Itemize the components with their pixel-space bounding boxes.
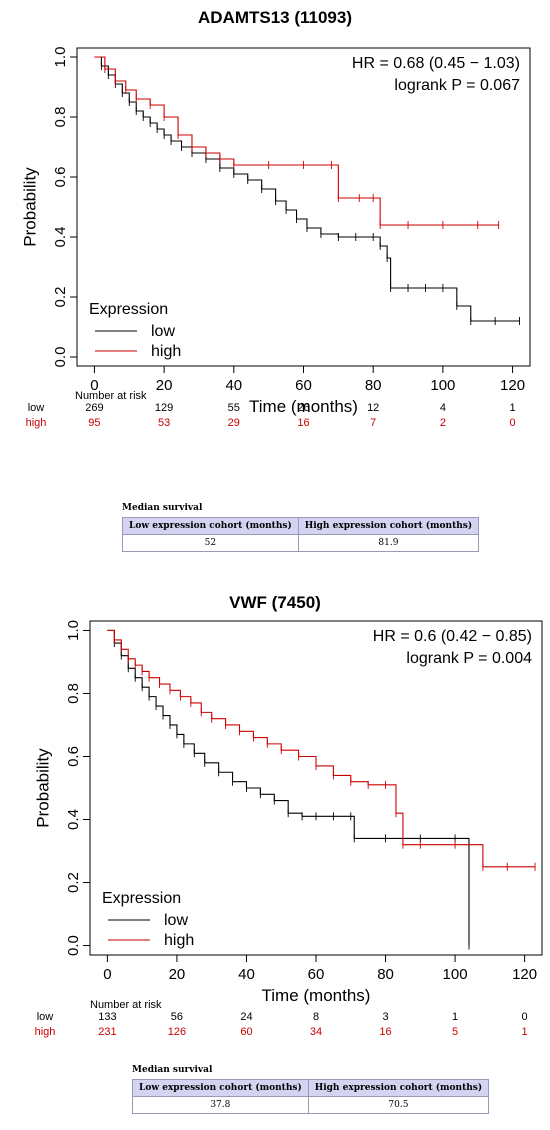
- risk-count: 4: [440, 402, 446, 414]
- survival-curve-low: [107, 629, 470, 946]
- median-header-high: High expression cohort (months): [297, 517, 480, 535]
- y-tick-label: 0.0: [52, 347, 69, 368]
- median-survival-table: Low expression cohort (months) High expr…: [132, 1079, 490, 1114]
- x-tick-label: 80: [365, 377, 382, 394]
- risk-row-label-high: high: [26, 417, 47, 429]
- median-survival-label: Median survival: [132, 1065, 213, 1075]
- risk-table-title: Number at risk: [90, 999, 162, 1011]
- risk-count: 56: [171, 1011, 183, 1023]
- x-tick-label: 120: [500, 377, 525, 394]
- legend-title: Expression: [89, 301, 168, 318]
- x-tick-label: 120: [512, 966, 537, 983]
- y-tick-label: 0.8: [52, 107, 69, 128]
- risk-row-label-high: high: [35, 1026, 56, 1038]
- hr-annotation: logrank P = 0.067: [394, 77, 520, 94]
- median-header-high: High expression cohort (months): [307, 1079, 490, 1097]
- plot-frame: [76, 47, 531, 367]
- x-tick-label: 60: [295, 377, 312, 394]
- x-tick-label: 80: [377, 966, 394, 983]
- risk-row-label-low: low: [28, 402, 45, 414]
- median-value-low: 37.8: [132, 1096, 309, 1114]
- risk-count: 16: [297, 417, 309, 429]
- hr-annotation: HR = 0.68 (0.45 − 1.03): [352, 55, 520, 72]
- risk-count: 26: [297, 402, 309, 414]
- risk-count: 2: [440, 417, 446, 429]
- y-tick-label: 1.0: [65, 620, 82, 641]
- risk-count: 8: [313, 1011, 319, 1023]
- x-tick-label: 0: [103, 966, 111, 983]
- risk-count: 24: [240, 1011, 252, 1023]
- risk-table-title: Number at risk: [75, 390, 147, 402]
- survival-curve-low: [94, 56, 520, 322]
- x-tick-label: 60: [308, 966, 325, 983]
- hr-annotation: HR = 0.6 (0.42 − 0.85): [373, 628, 532, 645]
- y-tick-label: 0.2: [65, 872, 82, 893]
- risk-count: 95: [88, 417, 100, 429]
- median-header-low: Low expression cohort (months): [122, 517, 299, 535]
- x-tick-label: 20: [156, 377, 173, 394]
- risk-count: 231: [98, 1026, 116, 1038]
- chart-title: ADAMTS13 (11093): [197, 8, 352, 27]
- legend-label-low: low: [164, 912, 188, 929]
- chart-title: VWF (7450): [229, 593, 321, 612]
- risk-count: 53: [158, 417, 170, 429]
- x-tick-label: 40: [225, 377, 242, 394]
- risk-count: 0: [522, 1011, 528, 1023]
- y-axis-label: Probability: [33, 748, 52, 828]
- risk-count: 0: [510, 417, 516, 429]
- median-value-high: 81.9: [297, 534, 480, 552]
- risk-count: 60: [240, 1026, 252, 1038]
- risk-count: 16: [379, 1026, 391, 1038]
- median-survival-table: Low expression cohort (months) High expr…: [122, 517, 480, 552]
- median-value-high: 70.5: [307, 1096, 490, 1114]
- hr-annotation: logrank P = 0.004: [406, 650, 532, 667]
- risk-count: 5: [452, 1026, 458, 1038]
- x-tick-label: 0: [90, 377, 98, 394]
- risk-count: 55: [228, 402, 240, 414]
- y-tick-label: 0.2: [52, 287, 69, 308]
- median-header-low: Low expression cohort (months): [132, 1079, 309, 1097]
- risk-count: 269: [85, 402, 103, 414]
- risk-row-label-low: low: [37, 1011, 54, 1023]
- risk-count: 1: [452, 1011, 458, 1023]
- risk-count: 133: [98, 1011, 116, 1023]
- x-tick-label: 100: [430, 377, 455, 394]
- risk-count: 3: [382, 1011, 388, 1023]
- x-axis-label: Time (months): [249, 397, 358, 416]
- legend-title: Expression: [102, 890, 181, 907]
- risk-count: 126: [168, 1026, 186, 1038]
- median-value-low: 52: [122, 534, 299, 552]
- risk-count: 7: [370, 417, 376, 429]
- risk-count: 29: [228, 417, 240, 429]
- y-tick-label: 0.0: [65, 935, 82, 956]
- y-tick-label: 0.8: [65, 683, 82, 704]
- risk-count: 12: [367, 402, 379, 414]
- y-tick-label: 0.4: [52, 227, 69, 248]
- km-panel-adamts13: ADAMTS13 (11093) 0.0 0.2 0.4 0.6 0.8 1.0 0 20 40…: [0, 0, 550, 560]
- median-survival-block: Median survival Low expression cohort (m…: [132, 1065, 490, 1114]
- y-tick-label: 0.6: [65, 746, 82, 767]
- x-tick-label: 100: [443, 966, 468, 983]
- y-axis-label: Probability: [20, 167, 39, 247]
- x-axis-label: Time (months): [262, 986, 371, 1005]
- legend-label-high: high: [151, 343, 181, 360]
- risk-count: 34: [310, 1026, 322, 1038]
- legend-label-high: high: [164, 932, 194, 949]
- median-survival-label: Median survival: [122, 503, 203, 513]
- x-tick-label: 40: [238, 966, 255, 983]
- y-tick-label: 0.4: [65, 809, 82, 830]
- risk-count: 1: [510, 402, 516, 414]
- x-tick-label: 20: [169, 966, 186, 983]
- y-tick-label: 0.6: [52, 167, 69, 188]
- km-panel-vwf: VWF (7450) 0.0 0.2 0.4 0.6 0.8 1.0 0 20 40 60 80 10…: [0, 585, 550, 1130]
- legend-label-low: low: [151, 323, 175, 340]
- risk-count: 1: [522, 1026, 528, 1038]
- risk-count: 129: [155, 402, 173, 414]
- median-survival-block: Median survival Low expression cohort (m…: [122, 503, 480, 552]
- y-tick-label: 1.0: [52, 47, 69, 68]
